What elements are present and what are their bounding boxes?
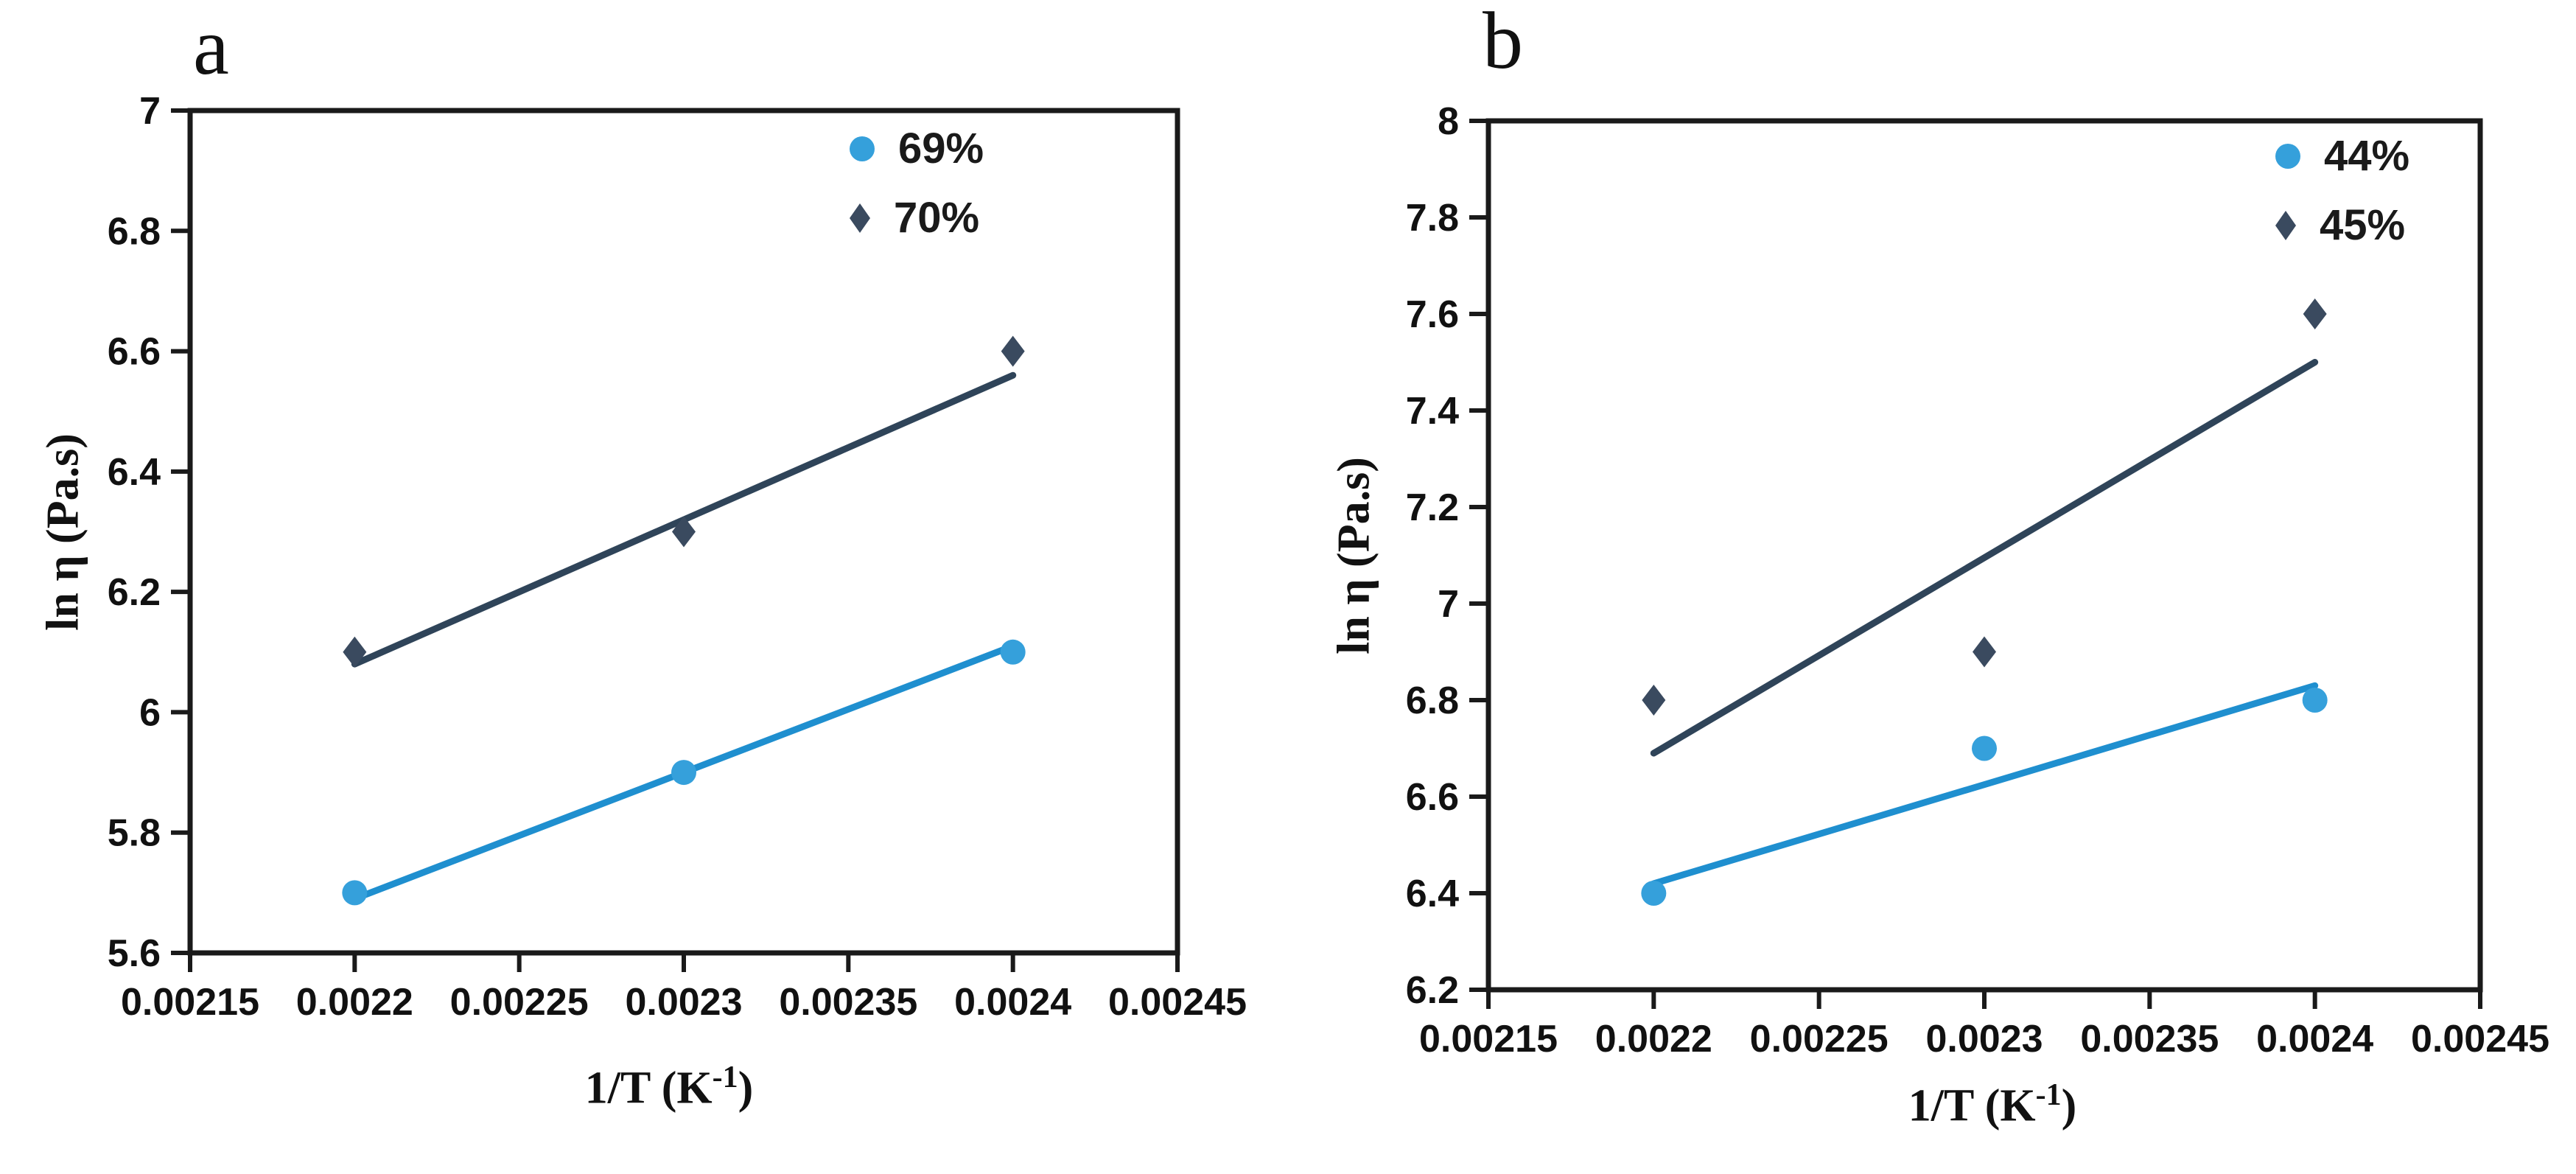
chart-b-legend: 44% 45% — [2275, 131, 2409, 270]
y-tick-label: 7.6 — [1406, 293, 1459, 336]
data-point-69% — [342, 880, 368, 906]
chart-b-plot-area: 0.00215 0.0022 0.00225 0.0023 0.00235 0.0024 0… — [1406, 100, 2549, 1061]
x-tick-label: 0.0024 — [954, 981, 1071, 1024]
legend-item: 44% — [2275, 131, 2409, 181]
legend-marker-circle-icon — [2275, 144, 2300, 169]
data-point-44% — [1972, 736, 1997, 761]
data-point-44% — [2302, 688, 2328, 713]
legend-item: 69% — [850, 124, 984, 174]
data-point-70% — [672, 516, 696, 548]
legend-label: 69% — [898, 125, 984, 172]
x-tick-label: 0.0024 — [2256, 1018, 2373, 1061]
legend-marker-diamond-icon — [2275, 211, 2296, 240]
data-point-69% — [1000, 639, 1026, 665]
x-tick-label: 0.00225 — [450, 981, 589, 1024]
x-axis-title-close: ) — [2061, 1080, 2077, 1131]
y-tick-label: 7.8 — [1406, 197, 1459, 240]
chart-b-y-axis-title: ln η (Pa.s) — [1329, 457, 1379, 654]
legend-label: 45% — [2320, 201, 2406, 249]
chart-a-plot-area: 0.00215 0.0022 0.00225 0.0023 0.00235 0.0024 0… — [108, 90, 1247, 1024]
x-tick-label: 0.00225 — [1750, 1018, 1889, 1061]
y-tick-label: 7 — [1438, 583, 1459, 626]
x-tick-label: 0.00235 — [779, 981, 917, 1024]
chart-a-y-axis-title: ln η (Pa.s) — [38, 433, 88, 631]
y-tick-label: 6.2 — [108, 571, 161, 614]
x-tick-label: 0.00235 — [2080, 1018, 2219, 1061]
y-tick-label: 5.6 — [108, 932, 161, 975]
y-tick-label: 6.4 — [108, 451, 161, 494]
y-tick-label: 6.4 — [1406, 873, 1459, 915]
data-point-45% — [1973, 636, 1996, 668]
chart-a-x-axis-title: 1/T (K-1) — [585, 1060, 754, 1115]
y-tick-label: 7.4 — [1406, 390, 1459, 433]
legend-item: 70% — [850, 193, 984, 243]
data-point-70% — [1001, 335, 1025, 367]
plot-border — [187, 108, 1180, 956]
trend-line-45% — [1650, 359, 2319, 757]
x-tick-label: 0.0023 — [625, 981, 742, 1024]
x-tick-label: 0.00215 — [121, 981, 259, 1024]
x-axis-title-close: ) — [738, 1063, 754, 1114]
legend-marker-circle-icon — [850, 136, 875, 161]
y-tick-label: 7.2 — [1406, 486, 1459, 529]
data-point-44% — [1641, 881, 1667, 906]
x-tick-label: 0.0022 — [1595, 1018, 1712, 1061]
trend-line-44% — [1650, 682, 2319, 887]
chart-b-x-axis-title: 1/T (K-1) — [1908, 1077, 2077, 1133]
y-tick-label: 7 — [139, 90, 161, 133]
y-tick-label: 5.8 — [108, 812, 161, 855]
legend-item: 45% — [2275, 200, 2409, 251]
data-point-70% — [343, 636, 367, 668]
x-tick-label: 0.00245 — [1108, 981, 1247, 1024]
y-tick-label: 6.2 — [1406, 969, 1459, 1012]
data-point-69% — [671, 760, 696, 786]
y-tick-label: 8 — [1438, 100, 1459, 143]
plot-border — [1485, 118, 2483, 993]
x-axis-title-superscript: -1 — [2035, 1078, 2062, 1112]
legend-label: 44% — [2324, 132, 2410, 180]
y-tick-label: 6 — [139, 691, 161, 734]
data-point-45% — [1642, 685, 1666, 716]
x-axis-title-text: 1/T (K — [584, 1063, 713, 1114]
x-tick-label: 0.00215 — [1419, 1018, 1558, 1061]
panel-label-a: a — [193, 1, 229, 91]
data-point-45% — [2303, 298, 2327, 329]
x-tick-label: 0.0023 — [1925, 1018, 2043, 1061]
x-axis-title-superscript: -1 — [712, 1061, 738, 1094]
y-tick-label: 6.8 — [1406, 679, 1459, 722]
chart-a-legend: 69% 70% — [850, 124, 984, 262]
y-tick-label: 6.6 — [1406, 776, 1459, 819]
x-tick-label: 0.0022 — [296, 981, 413, 1024]
panel-label-b: b — [1483, 0, 1523, 85]
y-tick-label: 6.8 — [108, 210, 161, 253]
legend-marker-diamond-icon — [850, 203, 870, 233]
legend-label: 70% — [894, 194, 980, 242]
y-tick-label: 6.6 — [108, 331, 161, 374]
x-tick-label: 0.00245 — [2411, 1018, 2549, 1061]
x-axis-title-text: 1/T (K — [1908, 1080, 2036, 1131]
